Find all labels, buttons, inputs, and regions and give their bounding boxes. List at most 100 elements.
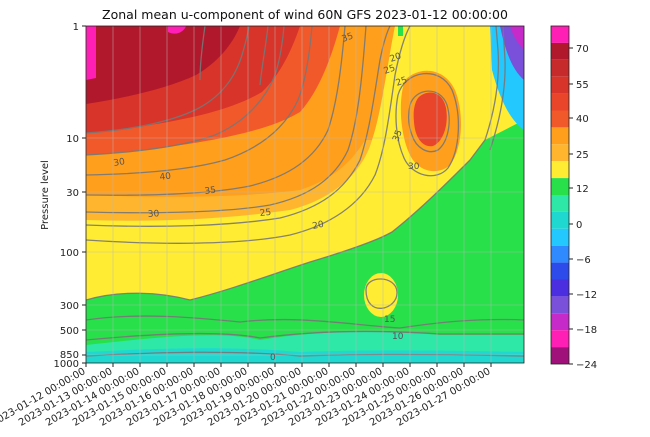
- contour-label-12: 10: [392, 332, 404, 342]
- y-axis-label: Pressure level: [40, 160, 51, 230]
- contour-label-14: 30: [113, 157, 126, 169]
- y-tick-label-1000: 1000: [54, 359, 79, 370]
- y-tick-label-850: 850: [60, 350, 79, 361]
- colorbar-band-1: [551, 42, 569, 60]
- contour-label-5: 30: [408, 162, 420, 172]
- colorbar-band-4: [551, 93, 569, 111]
- contour-line-50: [86, 26, 250, 134]
- colorbar-ticks: 70 55 40 25 12 0 −6 −12 −18 −24: [569, 44, 597, 371]
- colorbar: 70 55 40 25 12 0 −6 −12 −18 −24: [550, 25, 597, 371]
- colorbar-tick-m18: −18: [569, 325, 597, 336]
- colorbar-tick-0: 0: [569, 220, 582, 231]
- colorbar-band-14: [551, 262, 569, 280]
- contour-label-4: 35: [391, 129, 404, 143]
- y-tick-300: 300: [60, 301, 86, 312]
- colorbar-tick-12: 12: [569, 184, 589, 195]
- contour-label-9: 25: [259, 208, 271, 219]
- colorbar-band-10: [551, 195, 569, 212]
- colorbar-tick-label-m12: −12: [576, 290, 597, 301]
- colorbar-tick-label-70: 70: [576, 44, 589, 55]
- contour-line-35: [86, 26, 346, 196]
- y-tick-label-1: 1: [73, 22, 79, 33]
- contour-label-3: 25: [395, 76, 409, 89]
- contour-label-0: 35: [341, 32, 355, 45]
- contour-labels: 35 25 20 25 35 30 40 35 30 25 20 15 10 0…: [113, 32, 420, 363]
- field-region-magenta: [86, 26, 96, 80]
- field-region-magenta-top: [168, 26, 186, 34]
- colorbar-tick-40: 40: [569, 114, 589, 125]
- colorbar-band-9: [551, 178, 569, 195]
- field-region-darkred: [86, 26, 240, 104]
- colorbar-tick-55: 55: [569, 80, 589, 91]
- field-region-blob-core: [413, 92, 447, 147]
- field-region-green-cell: [398, 26, 403, 36]
- y-tick-1: 1: [73, 22, 86, 33]
- contour-line-right-5: [489, 26, 506, 151]
- contour-line-5: [86, 330, 524, 341]
- y-tick-1000: 1000: [54, 359, 86, 370]
- y-tick-30: 30: [66, 188, 86, 199]
- contour-label-10: 20: [312, 220, 326, 232]
- contour-line-right-10: [484, 26, 500, 141]
- y-tick-10: 10: [66, 134, 86, 145]
- colorbar-tick-m12: −12: [569, 290, 597, 301]
- contour-label-8: 30: [148, 209, 160, 220]
- contour-line-upper-45: [259, 26, 269, 86]
- contour-label-13: 0: [270, 353, 276, 363]
- colorbar-band-18: [551, 330, 569, 348]
- colorbar-band-16: [551, 296, 569, 314]
- contour-line-40: [86, 26, 313, 176]
- contour-line-10: [86, 315, 524, 329]
- contour-line-upper-40: [199, 26, 206, 81]
- field-region-green: [86, 120, 524, 363]
- y-tick-label-500: 500: [60, 326, 79, 337]
- plot-frame: [85, 25, 525, 364]
- colorbar-band-11: [551, 211, 569, 229]
- colorbar-band-2: [551, 59, 569, 77]
- colorbar-tick-m6: −6: [569, 255, 591, 266]
- colorbar-band-13: [551, 245, 569, 263]
- colorbar-tick-70: 70: [569, 44, 589, 55]
- y-tick-label-30: 30: [66, 188, 79, 199]
- contour-label-1: 25: [383, 64, 397, 77]
- contour-line-15: [86, 139, 486, 301]
- colorbar-tick-label-40: 40: [576, 114, 589, 125]
- chart-title: Zonal mean u-component of wind 60N GFS 2…: [102, 7, 508, 22]
- contour-label-2: 20: [389, 51, 403, 64]
- colorbar-tick-label-m18: −18: [576, 325, 597, 336]
- y-ticks: 1 10 30 100 300 500 850 1000: [54, 22, 86, 370]
- colorbar-band-6: [551, 127, 569, 145]
- colorbar-tick-label-25: 25: [576, 150, 589, 161]
- contour-line-20: [86, 26, 411, 244]
- contour-label-11: 15: [384, 315, 395, 325]
- grid: [86, 26, 524, 363]
- contour-label-7: 35: [204, 185, 217, 196]
- colorbar-tick-label-0: 0: [576, 220, 582, 231]
- colorbar-band-3: [551, 76, 569, 94]
- contour-line-45: [86, 26, 285, 156]
- contour-line-25: [86, 26, 391, 227]
- colorbar-tick-label-m24: −24: [576, 360, 597, 371]
- colorbar-tick-m24: −24: [569, 360, 597, 371]
- contour-line-blob-outer: [395, 73, 460, 177]
- y-tick-label-10: 10: [66, 134, 79, 145]
- colorbar-band-0: [551, 26, 569, 43]
- field-region-right-magenta: [510, 26, 524, 50]
- y-tick-100: 100: [60, 248, 86, 259]
- colorbar-tick-25: 25: [569, 150, 589, 161]
- y-tick-label-100: 100: [60, 248, 79, 259]
- y-tick-500: 500: [60, 326, 86, 337]
- colorbar-band-17: [551, 313, 569, 331]
- contour-line-blob-inner: [408, 90, 450, 153]
- colorbar-band-15: [551, 279, 569, 297]
- plot-area: 35 25 20 25 35 30 40 35 30 25 20 15 10 0…: [86, 26, 524, 363]
- colorbar-band-12: [551, 228, 569, 246]
- contour-label-6: 40: [159, 171, 172, 183]
- colorbar-band-5: [551, 110, 569, 128]
- y-tick-850: 850: [60, 350, 86, 361]
- x-ticks: 2023-01-12 00:00:00 2023-01-13 00:00:00 …: [0, 363, 493, 429]
- colorbar-band-19: [551, 347, 569, 364]
- colorbar-tick-label-55: 55: [576, 80, 589, 91]
- colorbar-tick-label-12: 12: [576, 184, 589, 195]
